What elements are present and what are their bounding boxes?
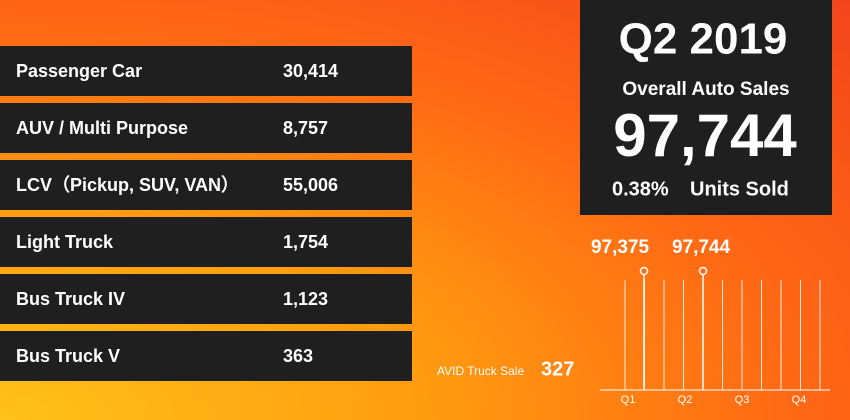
quarter-label: Q3 xyxy=(735,394,750,406)
row-bar xyxy=(0,274,412,324)
row-label: Light Truck xyxy=(16,232,114,252)
total: 97,744 xyxy=(613,102,797,169)
row-label: Bus Truck IV xyxy=(16,289,125,309)
pin-label: 97,744 xyxy=(672,237,731,258)
row-bar xyxy=(0,160,412,210)
row-bar xyxy=(0,103,412,153)
growth-label: Units Sold xyxy=(690,178,789,200)
pin xyxy=(698,266,708,276)
quarter-label: Q4 xyxy=(792,394,807,406)
row-label: Passenger Car xyxy=(16,61,142,81)
row-value: 363 xyxy=(283,346,313,366)
pin xyxy=(639,266,649,276)
row-value: 1,754 xyxy=(283,232,328,252)
row-label: Bus Truck V xyxy=(16,346,120,366)
row-label: AUV / Multi Purpose xyxy=(16,118,188,138)
summary-box xyxy=(580,0,832,215)
row-label: LCV（Pickup, SUV, VAN） xyxy=(16,175,239,195)
row-bar xyxy=(0,217,412,267)
pin-label: 97,375 xyxy=(591,237,650,258)
quarter-label: Q1 xyxy=(621,394,636,406)
row-bar xyxy=(0,46,412,96)
row-value: 30,414 xyxy=(283,61,338,81)
note-value: 327 xyxy=(541,358,574,380)
row-value: 55,006 xyxy=(283,175,338,195)
heading: Overall Auto Sales xyxy=(622,79,789,100)
row-bar xyxy=(0,331,412,381)
note-label: AVID Truck Sale xyxy=(437,364,524,378)
row-value: 1,123 xyxy=(283,289,328,309)
period: Q2 2019 xyxy=(619,15,788,64)
growth: 0.38% xyxy=(612,178,669,200)
row-value: 8,757 xyxy=(283,118,328,138)
quarter-label: Q2 xyxy=(678,394,693,406)
